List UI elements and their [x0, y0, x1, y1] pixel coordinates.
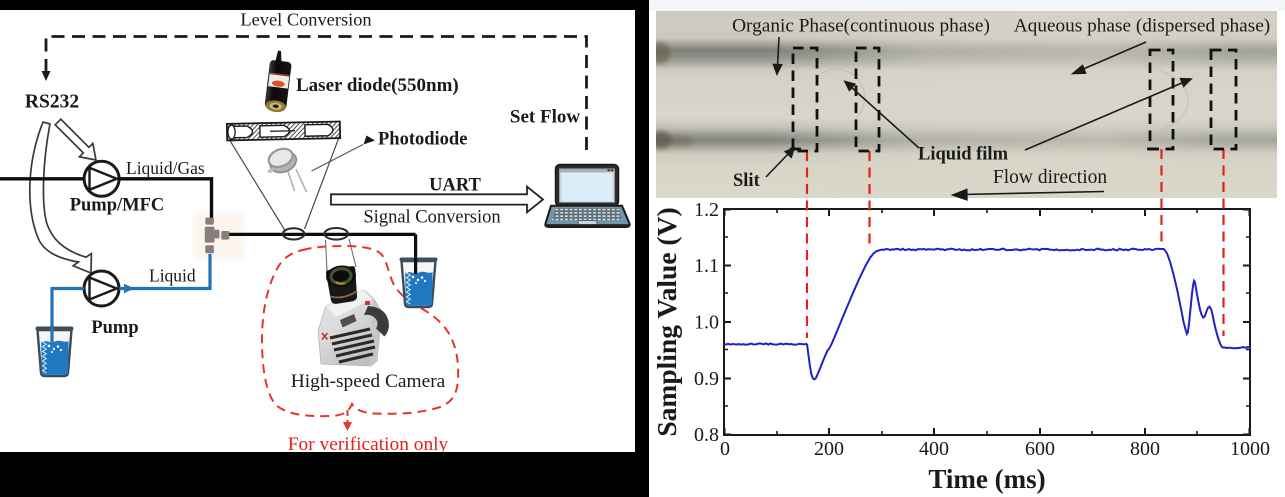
- svg-text:RS232: RS232: [25, 92, 79, 113]
- svg-text:Pump: Pump: [91, 318, 138, 338]
- svg-text:Slit: Slit: [733, 171, 761, 191]
- svg-text:400: 400: [919, 438, 949, 460]
- svg-text:800: 800: [1130, 438, 1160, 460]
- svg-text:0.9: 0.9: [694, 368, 719, 390]
- svg-text:600: 600: [1025, 438, 1055, 460]
- svg-text:1.2: 1.2: [694, 199, 719, 221]
- svg-text:0.8: 0.8: [694, 424, 719, 446]
- svg-text:0: 0: [720, 438, 730, 460]
- svg-text:For verification only: For verification only: [288, 434, 449, 455]
- svg-text:Aqueous phase (dispersed phase: Aqueous phase (dispersed phase): [1014, 16, 1270, 37]
- svg-text:Liquid film: Liquid film: [918, 145, 1009, 165]
- svg-text:1.0: 1.0: [694, 312, 719, 334]
- svg-text:Time (ms): Time (ms): [928, 464, 1045, 494]
- svg-text:Set Flow: Set Flow: [510, 107, 580, 128]
- svg-text:High-speed Camera: High-speed Camera: [291, 371, 446, 392]
- svg-text:Sampling Value (V): Sampling Value (V): [651, 207, 682, 436]
- svg-text:Flow direction: Flow direction: [993, 167, 1108, 188]
- svg-text:Liquid: Liquid: [149, 266, 196, 286]
- svg-text:Pump/MFC: Pump/MFC: [70, 196, 165, 216]
- svg-text:Level Conversion: Level Conversion: [240, 10, 371, 30]
- svg-text:Photodiode: Photodiode: [378, 130, 467, 150]
- svg-text:UART: UART: [429, 176, 481, 196]
- svg-text:Liquid/Gas: Liquid/Gas: [126, 158, 205, 178]
- svg-text:1.1: 1.1: [694, 255, 719, 277]
- svg-text:200: 200: [814, 438, 844, 460]
- svg-text:1000: 1000: [1230, 438, 1270, 460]
- svg-text:Organic Phase(continuous phase: Organic Phase(continuous phase): [732, 16, 990, 37]
- svg-text:Laser diode(550nm): Laser diode(550nm): [296, 75, 459, 96]
- svg-text:Signal Conversion: Signal Conversion: [363, 208, 500, 228]
